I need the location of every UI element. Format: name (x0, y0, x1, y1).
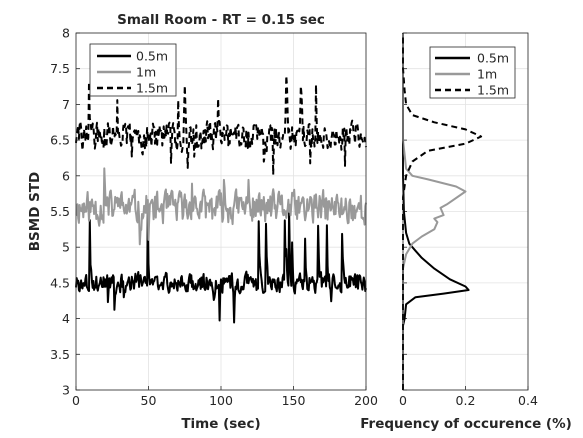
x-tick-label: 150 (282, 393, 306, 408)
x-axis-label: Time (sec) (181, 416, 260, 432)
x-tick-label: 0.4 (518, 393, 538, 408)
chart-title: Small Room - RT = 0.15 sec (117, 12, 325, 28)
x-tick-label: 50 (141, 393, 157, 408)
axes-box (75, 32, 367, 391)
y-tick-label: 4.5 (50, 275, 70, 290)
y-tick-label: 7.5 (50, 61, 70, 76)
legend-label: 0.5m (477, 51, 509, 66)
y-tick-label: 8 (62, 26, 70, 41)
series-line-1.5m (75, 74, 367, 176)
y-tick-label: 3 (62, 383, 70, 398)
y-axis-label: BSMD STD (27, 172, 43, 252)
legend-box (429, 46, 516, 99)
y-tick-label: 4 (62, 311, 70, 326)
legend-label: 0.5m (136, 49, 168, 64)
x-tick-label: 200 (354, 393, 378, 408)
y-tick-label: 5 (62, 240, 70, 255)
y-tick-label: 6.5 (50, 133, 70, 148)
x-tick-label: 0.2 (456, 393, 476, 408)
x-tick-label: 0 (72, 393, 80, 408)
distribution-line-1m (402, 33, 467, 390)
x-axis-label: Frequency of occurence (%) (360, 416, 572, 432)
legend-label: 1.5m (477, 83, 509, 98)
legend-label: 1.5m (136, 81, 168, 96)
legend-box (89, 43, 177, 97)
y-tick-label: 3.5 (50, 347, 70, 362)
distribution-line-1.5m (402, 33, 483, 390)
y-tick-label: 5.5 (50, 204, 70, 219)
y-tick-label: 6 (62, 168, 70, 183)
distribution-line-0.5m (402, 33, 470, 390)
series-line-0.5m (75, 205, 367, 324)
x-tick-label: 100 (209, 393, 233, 408)
series-line-1m (75, 167, 367, 246)
time-series-axes: 0 50 100 150 200 3 3.5 4 4.5 5 5.5 6 6.5 7 7.5 8 0.5m1m1… (27, 12, 378, 432)
legend-label: 1m (477, 67, 497, 82)
axes-box (402, 32, 529, 391)
y-tick-label: 7 (62, 97, 70, 112)
x-tick-label: 0 (399, 393, 407, 408)
legend-label: 1m (136, 65, 156, 80)
